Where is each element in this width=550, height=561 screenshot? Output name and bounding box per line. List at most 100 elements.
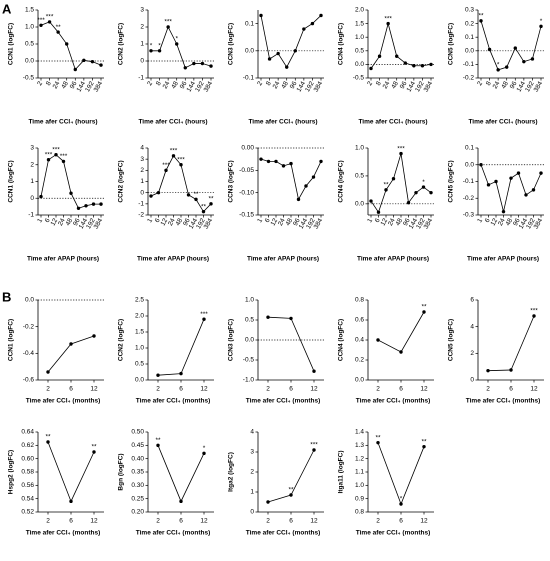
y-axis-label: Hspg2 (logFC) bbox=[8, 450, 15, 494]
y-tick-label: -0.5 bbox=[243, 357, 255, 364]
y-axis-label: CCN4 (logFC) bbox=[338, 160, 345, 202]
y-tick-label: 0.8 bbox=[355, 297, 364, 304]
y-tick-label: 4 bbox=[470, 323, 474, 330]
data-point bbox=[509, 368, 513, 372]
data-point bbox=[487, 47, 492, 52]
y-tick-label: 0.0 bbox=[465, 48, 474, 55]
y-tick-label: -0.5 bbox=[23, 75, 35, 82]
data-point bbox=[56, 30, 60, 34]
x-tick-label: 8 bbox=[45, 80, 53, 87]
y-tick-label: 1 bbox=[140, 41, 144, 48]
data-line bbox=[157, 445, 205, 503]
y-tick-label: 0.0 bbox=[465, 161, 474, 168]
x-tick-label: 6 bbox=[484, 217, 492, 224]
y-tick-label: 1 bbox=[140, 178, 144, 185]
x-tick-label: 2 bbox=[256, 80, 264, 87]
y-tick-label: 0.1 bbox=[465, 34, 474, 41]
y-tick-label: 0 bbox=[470, 377, 474, 384]
y-axis-label: CCN1 (logFC) bbox=[8, 160, 15, 202]
data-point bbox=[200, 61, 205, 66]
x-tick-label: 96 bbox=[179, 80, 189, 90]
x-axis-label: Time afer CCl₄ (months) bbox=[466, 398, 541, 405]
data-point bbox=[179, 371, 183, 376]
x-tick-label: 12 bbox=[160, 217, 170, 227]
x-tick-label: 24 bbox=[272, 80, 282, 90]
y-tick-label: 0 bbox=[140, 189, 144, 196]
x-tick-label: 12 bbox=[90, 386, 98, 393]
x-tick-label: 96 bbox=[402, 217, 412, 227]
y-axis-label: CCN5 (logFC) bbox=[448, 160, 455, 202]
y-axis-label: CCN1 (logFC) bbox=[8, 319, 15, 361]
data-point bbox=[259, 157, 263, 161]
y-tick-label: 0.60 bbox=[21, 455, 34, 462]
data-point bbox=[156, 190, 161, 195]
data-point bbox=[73, 67, 77, 72]
x-tick-label: 384 bbox=[93, 217, 105, 230]
data-point bbox=[422, 444, 426, 449]
data-point bbox=[429, 62, 433, 67]
x-axis-label: Time afer CCl₄ (hours) bbox=[138, 119, 207, 126]
y-tick-label: 1 bbox=[250, 489, 254, 496]
data-point bbox=[84, 204, 88, 208]
x-tick-label: 2 bbox=[156, 518, 160, 525]
x-tick-label: 2 bbox=[476, 80, 484, 87]
data-point bbox=[421, 185, 426, 189]
x-tick-label: 12 bbox=[50, 217, 60, 227]
x-tick-label: 144 bbox=[408, 217, 420, 230]
x-tick-label: 384 bbox=[93, 80, 105, 93]
y-axis-label: CCN4 (logFC) bbox=[338, 23, 345, 65]
y-tick-label: 0.5 bbox=[245, 317, 254, 324]
y-tick-label: 1.0 bbox=[355, 34, 364, 41]
y-tick-label: 0.5 bbox=[135, 361, 144, 368]
significance-label: * bbox=[422, 179, 425, 186]
significance-label: * bbox=[540, 18, 543, 25]
x-axis-label: Time afer CCl₄ (months) bbox=[246, 398, 321, 405]
data-point bbox=[319, 159, 323, 164]
y-tick-label: 0.0 bbox=[245, 48, 254, 55]
significance-label: *** bbox=[170, 148, 178, 155]
y-axis-label: Bgn (logFC) bbox=[118, 453, 125, 490]
y-tick-label: 0.20 bbox=[131, 509, 144, 516]
significance-label: ** bbox=[193, 191, 199, 198]
x-tick-label: 2 bbox=[146, 80, 154, 87]
significance-label: *** bbox=[162, 162, 170, 169]
y-tick-label: -0.5 bbox=[353, 75, 365, 82]
x-tick-label: 12 bbox=[310, 518, 318, 525]
data-point bbox=[376, 338, 380, 342]
y-tick-label: 0.0 bbox=[355, 377, 364, 384]
data-point bbox=[82, 58, 86, 63]
y-tick-label: 2 bbox=[250, 469, 254, 476]
x-tick-label: 144 bbox=[406, 80, 418, 93]
y-tick-label: 0.0 bbox=[25, 58, 34, 65]
x-tick-label: 2 bbox=[266, 386, 270, 393]
y-tick-label: -0.6 bbox=[23, 377, 35, 384]
significance-label: *** bbox=[200, 311, 208, 318]
data-point bbox=[285, 65, 289, 69]
data-line bbox=[267, 316, 315, 372]
significance-label: ** bbox=[421, 304, 427, 311]
data-point bbox=[69, 342, 73, 346]
y-axis-label: CCN5 (logFC) bbox=[448, 319, 455, 361]
y-tick-label: -0.05 bbox=[239, 167, 254, 174]
y-tick-label: 1.1 bbox=[355, 469, 364, 476]
x-tick-label: 12 bbox=[200, 518, 208, 525]
significance-label: *** bbox=[52, 146, 60, 153]
x-tick-label: 192 bbox=[194, 80, 206, 93]
y-tick-label: 0.45 bbox=[131, 442, 144, 449]
data-line bbox=[47, 441, 95, 503]
x-tick-label: 24 bbox=[57, 217, 67, 227]
x-tick-label: 192 bbox=[195, 217, 207, 230]
x-tick-label: 8 bbox=[155, 80, 163, 87]
data-point bbox=[166, 25, 170, 29]
x-tick-label: 1 bbox=[36, 217, 44, 224]
y-tick-label: -0.1 bbox=[463, 178, 475, 185]
x-tick-label: 6 bbox=[399, 386, 403, 393]
y-tick-label: 1 bbox=[30, 178, 34, 185]
x-tick-label: 12 bbox=[530, 386, 538, 393]
data-point bbox=[54, 153, 58, 157]
data-point bbox=[274, 159, 278, 164]
data-point bbox=[266, 315, 270, 319]
significance-label: ** bbox=[45, 434, 51, 441]
data-point bbox=[99, 202, 103, 206]
x-tick-label: 12 bbox=[270, 217, 280, 227]
